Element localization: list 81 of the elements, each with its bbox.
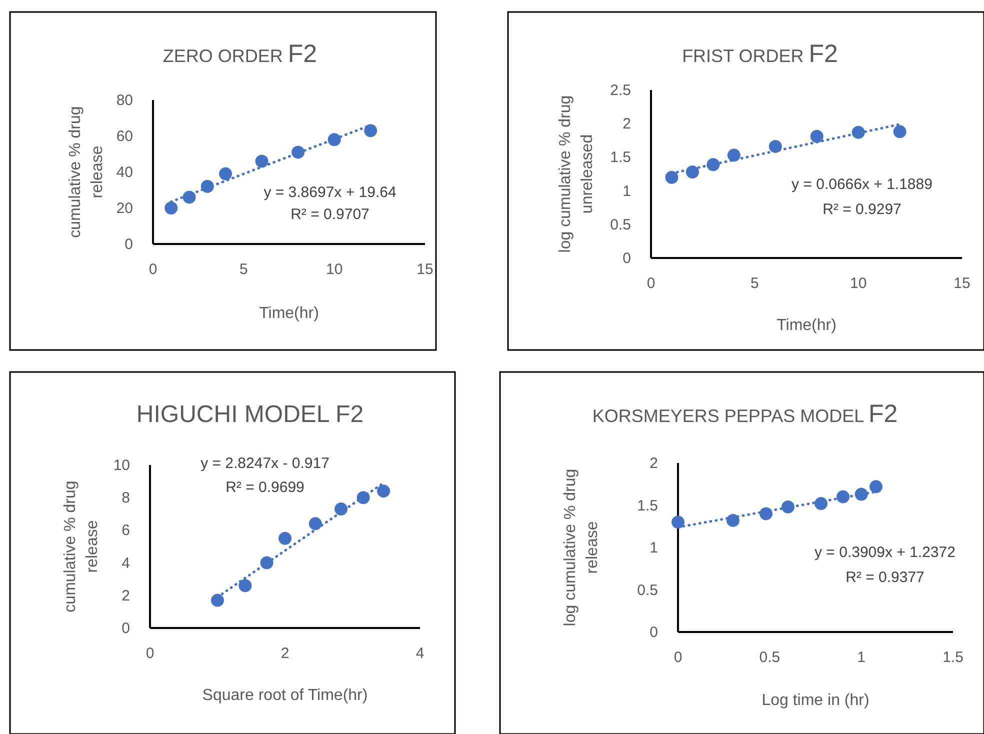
point: [334, 502, 348, 516]
point: [211, 594, 224, 607]
point: [686, 165, 699, 178]
point: [255, 154, 268, 168]
x-axis-title: Time(hr): [259, 305, 319, 322]
x-tick-label: 5: [239, 261, 248, 278]
point: [810, 130, 824, 143]
x-tick-label: 1: [857, 649, 866, 666]
x-tick-label: 10: [850, 275, 867, 292]
x-tick-label: 15: [954, 275, 970, 292]
x-tick-label: 2: [280, 645, 290, 662]
y-tick-label: 1.5: [637, 497, 658, 514]
point: [364, 124, 378, 138]
annotation: y = 0.0666x + 1.1889: [792, 176, 932, 193]
point: [308, 517, 322, 530]
y-tick-label: 2.5: [610, 82, 631, 99]
point: [768, 140, 782, 153]
x-tick-label: 1.5: [942, 649, 964, 666]
y-tick-label: 1: [650, 540, 658, 556]
y-tick-label: 0: [122, 620, 130, 637]
annotation: y = 3.8697x + 19.64: [264, 184, 396, 201]
y-tick-label: 2: [650, 455, 658, 472]
annotation: R² = 0.9297: [822, 201, 902, 218]
y-tick-label: 40: [116, 164, 133, 181]
point: [238, 579, 252, 592]
annotation: y = 2.8247x - 0.917: [200, 455, 330, 472]
point: [836, 490, 850, 504]
y-tick-label: 10: [113, 457, 130, 474]
y-tick-label: 0.5: [610, 216, 631, 234]
chart-title: ZERO ORDER F2: [162, 40, 318, 68]
y-tick-label: 1.5: [610, 149, 631, 166]
y-tick-label: 1: [622, 182, 631, 200]
point: [672, 516, 684, 529]
x-tick-label: 0: [146, 645, 154, 662]
y-axis-title: log cumulative % drug unreleased: [557, 95, 596, 253]
y-tick-label: 80: [116, 92, 133, 109]
annotation: R² = 0.9699: [226, 479, 304, 496]
point: [852, 126, 865, 139]
point: [814, 497, 828, 510]
annotation: y = 0.3909x + 1.2372: [814, 544, 956, 561]
y-tick-label: 0: [124, 236, 133, 253]
chart-title: KORSMEYERS PEPPAS MODEL F2: [592, 400, 898, 428]
y-tick-label: 2: [622, 116, 631, 133]
annotation: R² = 0.9377: [846, 569, 924, 586]
point: [182, 190, 196, 204]
y-tick-label: 60: [116, 128, 133, 145]
y-tick-label: 2: [122, 587, 130, 604]
chart-title: HIGUCHI MODEL F2: [136, 401, 364, 428]
annotation: R² = 0.9707: [290, 206, 370, 223]
x-tick-label: 15: [416, 261, 434, 278]
point: [727, 148, 740, 162]
y-tick-label: 20: [116, 200, 133, 217]
point: [706, 158, 720, 172]
x-axis-title: Time(hr): [776, 317, 836, 334]
point: [893, 125, 906, 138]
x-tick-label: 0: [674, 649, 682, 666]
y-axis-title: cumulative % drug release: [62, 480, 101, 612]
y-tick-label: 6: [122, 522, 130, 540]
y-tick-label: 8: [122, 490, 130, 507]
x-axis-title: Square root of Time(hr): [202, 687, 368, 704]
point: [219, 167, 232, 180]
y-axis-title: log cumulative % drug release: [562, 468, 601, 626]
point: [665, 170, 678, 184]
point: [164, 202, 178, 214]
y-tick-label: 0: [650, 624, 658, 641]
x-tick-label: 5: [750, 275, 759, 292]
x-tick-label: 10: [326, 261, 343, 278]
y-tick-label: 0.5: [637, 582, 658, 599]
y-tick-label: 4: [122, 554, 130, 572]
chart-title: FRIST ORDER F2: [682, 40, 838, 68]
point: [278, 532, 292, 545]
y-tick-label: 0: [622, 250, 631, 267]
x-tick-label: 0: [148, 261, 158, 278]
point: [870, 480, 882, 494]
x-tick-label: 4: [416, 645, 424, 662]
x-axis-title: Log time in (hr): [762, 692, 870, 709]
x-tick-label: 0.5: [759, 649, 780, 666]
y-axis-title: cumulative % drug release: [67, 106, 106, 238]
point: [782, 500, 794, 514]
point: [377, 484, 390, 498]
point: [726, 514, 740, 527]
